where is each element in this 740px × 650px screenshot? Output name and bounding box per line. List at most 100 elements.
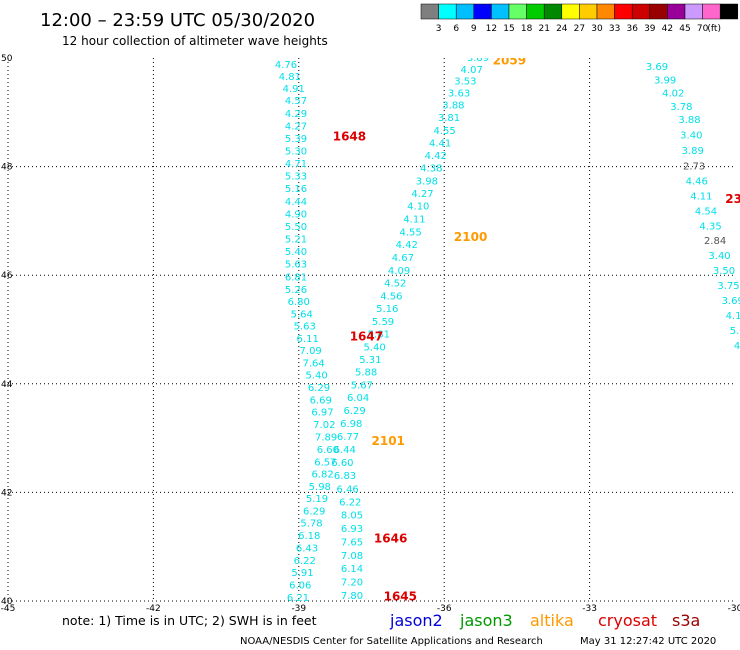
wave-height-value: 4.56 — [380, 291, 402, 302]
wave-height-value: 5.63 — [285, 260, 307, 271]
pass-time-labels: 1648 1647 1646 1645 2059 2100 2101 23 — [333, 54, 740, 601]
satellite-cryosat-label: cryosat — [598, 611, 657, 630]
wave-height-value: 3.40 — [680, 130, 702, 141]
colorbar-label: 33 — [609, 24, 620, 34]
colorbar-unit: (ft) — [707, 24, 721, 34]
wave-height-value: 6.21 — [287, 593, 309, 604]
wave-height-value: 5.78 — [300, 519, 322, 530]
colorbar-label: 70 — [697, 24, 709, 34]
longitude-tick-label: -42 — [146, 604, 161, 614]
longitude-tick-label: -39 — [291, 604, 306, 614]
colorbar-swatch — [543, 3, 563, 20]
satellite-jason3-label: jason3 — [459, 611, 513, 630]
colorbar-label: 12 — [486, 24, 497, 34]
pass-time-label: 1646 — [374, 532, 407, 546]
map-grid — [7, 58, 735, 602]
wave-height-value: 4.76 — [275, 60, 297, 71]
map-tick-labels: -45 -42 -39 -36 -33 -30 50 48 46 44 42 40 — [1, 54, 740, 614]
wave-height-value: 6.83 — [334, 471, 356, 482]
latitude-tick-label: 42 — [1, 488, 12, 498]
wave-height-value: 4.27 — [411, 189, 433, 200]
wave-height-value: 6.93 — [341, 524, 363, 535]
wave-height-value: 3.69 — [722, 296, 740, 307]
colorbar-label: 15 — [503, 24, 514, 34]
wave-height-value: 3.75 — [717, 281, 739, 292]
map-title: 12:00 – 23:59 UTC 05/30/2020 — [40, 10, 315, 31]
colorbar-label: 18 — [521, 24, 533, 34]
longitude-tick-label: -33 — [582, 604, 597, 614]
wave-height-value: 3.78 — [670, 102, 692, 113]
wave-height-value: 4.10 — [407, 202, 429, 213]
colorbar-swatch — [596, 3, 615, 20]
wave-height-value: 3.99 — [654, 75, 676, 86]
colorbar-label: 9 — [471, 24, 477, 34]
latitude-tick-label: 46 — [1, 271, 13, 281]
wave-height-value: 6.98 — [340, 419, 362, 430]
wave-height-value: 5.81 — [368, 330, 390, 341]
wave-height-value: 5.21 — [285, 235, 307, 246]
satellite-legend: jason2 jason3 altika cryosat s3a — [389, 611, 700, 630]
wave-height-value: 6.11 — [297, 334, 319, 345]
wave-height-value: 4.11 — [690, 192, 712, 203]
colorbar-swatch — [491, 3, 510, 20]
pass-time-label: 1648 — [333, 130, 366, 144]
wave-height-value: 4.11 — [403, 215, 425, 226]
wave-height-value: 7.65 — [341, 537, 363, 548]
wave-height-value: 6.81 — [285, 272, 307, 283]
colorbar-label: 21 — [538, 24, 549, 34]
wave-height-value: 6.14 — [341, 564, 363, 575]
wave-height-value: 5.33 — [285, 172, 307, 183]
colorbar-label: 24 — [556, 24, 568, 34]
wave-height-value: 5.64 — [291, 309, 313, 320]
units-note: note: 1) Time is in UTC; 2) SWH is in fe… — [62, 613, 317, 628]
wave-height-value: 2.73 — [683, 161, 705, 172]
satellite-altika-label: altika — [530, 611, 574, 630]
wave-height-tracks: 4.764.814.914.574.294.275.395.304.715.33… — [275, 53, 740, 604]
wave-height-value: 7.89 — [315, 433, 337, 444]
colorbar-label: 30 — [591, 24, 603, 34]
wave-height-value: 4.02 — [662, 89, 684, 100]
wave-height-value: 5.26 — [285, 285, 307, 296]
colorbar-label: 45 — [679, 24, 690, 34]
pass-time-label: 23 — [725, 192, 740, 206]
timestamp-text: May 31 12:27:42 UTC 2020 — [580, 636, 716, 647]
credit-text: NOAA/NESDIS Center for Satellite Applica… — [240, 636, 543, 647]
wave-height-value: 4.29 — [285, 109, 307, 120]
wave-height-value: 6.57 — [314, 457, 336, 468]
map-subtitle: 12 hour collection of altimeter wave hei… — [62, 34, 328, 48]
pass-time-label: 2059 — [493, 54, 526, 68]
wave-height-value: 3.89 — [467, 53, 489, 64]
wave-height-value: 6.29 — [303, 506, 325, 517]
wave-height-value: 4.71 — [285, 159, 307, 170]
wave-height-value: 6.97 — [311, 408, 333, 419]
latitude-tick-label: 50 — [1, 54, 13, 64]
wave-height-value: 3.50 — [713, 266, 735, 277]
wave-height-value: 5.31 — [359, 355, 381, 366]
colorbar-swatch — [702, 3, 721, 20]
wave-height-value: 4.11 — [734, 341, 740, 352]
wave-height-value: 3.98 — [416, 176, 438, 187]
colorbar-swatch — [684, 3, 703, 20]
wave-height-value: 4.57 — [285, 96, 307, 107]
colorbar-label: 39 — [644, 24, 656, 34]
wave-height-value: 3.88 — [678, 115, 700, 126]
wave-height-value: 6.60 — [317, 445, 339, 456]
wave-height-value: 5.91 — [291, 568, 313, 579]
wave-height-value: 6.06 — [289, 581, 311, 592]
wave-height-value: 6.60 — [331, 458, 353, 469]
wave-height-value: 6.44 — [334, 445, 356, 456]
wave-height-value: 3.69 — [646, 62, 668, 73]
wave-height-value: 4.55 — [433, 126, 455, 137]
wave-height-value: 4.91 — [283, 84, 305, 95]
wave-height-value: 6.29 — [308, 383, 330, 394]
wave-height-value: 3.63 — [448, 88, 470, 99]
wave-height-value: 4.90 — [285, 209, 307, 220]
longitude-tick-label: -45 — [1, 604, 16, 614]
wave-height-value: 5.63 — [294, 322, 316, 333]
wave-height-value: 5.50 — [285, 222, 307, 233]
wave-height-value: 5.39 — [285, 134, 307, 145]
pass-time-label: 1647 — [350, 330, 383, 344]
wave-height-value: 4.38 — [420, 164, 442, 175]
pass-time-label: 2100 — [454, 230, 487, 244]
